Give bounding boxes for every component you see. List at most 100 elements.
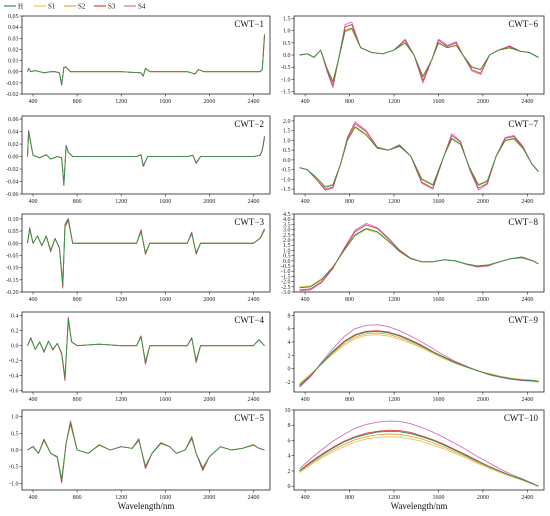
x-tick-label: 1600 (432, 495, 444, 501)
x-tick-label: 1600 (432, 99, 444, 105)
y-tick-label: 0.0 (283, 53, 291, 59)
chart-panel-1: 400 800 1200 1600 2000 2400 -0.02 -0.01 0.00 0.01… (6, 14, 271, 105)
x-tick-label: 2400 (247, 199, 259, 205)
y-tick-label: -0.05 (6, 253, 19, 259)
y-tick-label: -1.5 (281, 90, 291, 96)
chart-panel-5: 400 800 1200 1600 2000 2400 -1.0 -0.5 0.0 0.5 1.0 C… (9, 409, 271, 511)
y-tick-label: 1.5 (283, 243, 291, 249)
y-tick-label: -1.0 (281, 269, 291, 275)
x-tick-label: 1200 (388, 99, 400, 105)
series-line-h (27, 422, 265, 481)
y-tick-label: 0.00 (8, 155, 19, 161)
y-tick-label: 4 (288, 340, 291, 346)
x-tick-label: 2400 (521, 99, 533, 105)
plot-area (21, 409, 271, 491)
x-tick-label: 2400 (247, 99, 259, 105)
series-line-s4 (299, 324, 539, 388)
y-tick-label: -0.02 (6, 92, 19, 98)
y-tick-label: -1.5 (281, 187, 291, 193)
x-tick-label: 1600 (159, 297, 171, 303)
series-line-h (299, 330, 539, 386)
y-tick-label: -0.5 (281, 65, 291, 71)
y-tick-label: 0.04 (8, 130, 19, 136)
y-tick-label: 0.5 (283, 41, 291, 47)
panel-title: CWT−7 (508, 119, 538, 129)
series-line-s2 (299, 433, 539, 487)
x-tick-label: 800 (345, 495, 354, 501)
x-tick-label: 1200 (388, 199, 400, 205)
y-tick-label: -0.5 (281, 168, 291, 174)
y-tick-label: -0.06 (6, 192, 19, 198)
y-tick-label: -1.0 (281, 177, 291, 183)
y-tick-label: 4.5 (283, 212, 291, 218)
y-tick-label: 0.01 (8, 59, 19, 65)
x-tick-label: 2000 (477, 199, 489, 205)
x-tick-label: 2000 (203, 495, 215, 501)
y-tick-label: 0.0 (283, 259, 291, 265)
y-tick-label: 0.00 (8, 70, 19, 76)
y-tick-label: 1.0 (283, 29, 291, 35)
y-tick-label: 0.03 (8, 36, 19, 42)
y-tick-label: 1.5 (283, 129, 291, 135)
panel-title: CWT−8 (508, 217, 538, 227)
y-tick-label: -0.04 (6, 180, 19, 186)
y-tick-label: 0 (288, 484, 291, 490)
y-tick-label: 0.10 (8, 217, 19, 223)
x-tick-label: 1200 (115, 297, 127, 303)
y-tick-label: -0.2 (9, 359, 19, 365)
y-tick-label: 0.2 (11, 329, 19, 335)
chart-panel-10: 400 800 1200 1600 2000 2400 0 2 4 6 8 10 CWT−10 Wavel… (285, 408, 545, 511)
x-tick-label: 400 (29, 99, 38, 105)
chart-panel-7: 400 800 1200 1600 2000 2400 -1.5 -1.0 -0.5 0.0 0.5… (281, 115, 545, 205)
x-tick-label: 400 (301, 99, 310, 105)
y-tick-label: 6 (288, 327, 291, 333)
panel-title: CWT−2 (234, 119, 264, 129)
y-tick-label: -0.5 (281, 264, 291, 270)
legend-label-s4: S4 (138, 3, 146, 11)
y-tick-label: -0.02 (6, 167, 19, 173)
y-tick-label: -2 (286, 380, 291, 386)
x-axis-label: Wavelength/nm (391, 501, 448, 511)
y-tick-label: 2.5 (283, 233, 291, 239)
x-tick-label: 2400 (521, 495, 533, 501)
x-tick-label: 1600 (432, 297, 444, 303)
series-line-h (299, 126, 539, 188)
y-tick-label: 0.5 (11, 431, 19, 437)
panel-title: CWT−4 (234, 315, 264, 325)
x-tick-label: 2400 (247, 397, 259, 403)
y-tick-label: 0.04 (8, 25, 19, 31)
legend-label-s1: S1 (48, 3, 56, 11)
chart-panel-4: 400 800 1200 1600 2000 2400 -0.6 -0.4 -0.2 0.0 0.2… (9, 311, 271, 403)
x-tick-label: 400 (29, 495, 38, 501)
series-line-h (299, 27, 539, 83)
x-tick-label: 400 (29, 297, 38, 303)
y-tick-label: -0.20 (6, 290, 19, 296)
y-tick-label: 2.0 (283, 238, 291, 244)
y-tick-label: 0.06 (8, 117, 19, 123)
y-tick-label: -0.15 (6, 278, 19, 284)
series-line-s1 (299, 334, 539, 384)
y-tick-label: 0.0 (11, 344, 19, 350)
x-tick-label: 800 (345, 99, 354, 105)
y-tick-label: 4 (288, 454, 291, 460)
x-tick-label: 2000 (477, 99, 489, 105)
x-tick-label: 400 (301, 397, 310, 403)
x-tick-label: 2400 (521, 199, 533, 205)
x-tick-label: 2400 (247, 495, 259, 501)
y-tick-label: -1.5 (281, 274, 291, 280)
legend-label-h: H (18, 3, 23, 11)
x-tick-label: 1200 (388, 495, 400, 501)
series-line-h (27, 36, 265, 86)
x-tick-label: 400 (301, 199, 310, 205)
x-tick-label: 2400 (521, 297, 533, 303)
legend-label-s2: S2 (78, 3, 86, 11)
x-tick-label: 1200 (388, 297, 400, 303)
x-tick-label: 400 (29, 199, 38, 205)
series-line-s1 (299, 436, 539, 487)
chart-panel-6: 400 800 1200 1600 2000 2400 -1.5 -1.0 -0.5 0.0 0.5… (281, 15, 545, 105)
panel-title: CWT−1 (234, 19, 264, 29)
y-tick-label: 10 (285, 408, 291, 414)
y-tick-label: -0.6 (9, 389, 19, 395)
y-tick-label: -2.0 (281, 280, 291, 286)
plot-area (293, 409, 545, 491)
